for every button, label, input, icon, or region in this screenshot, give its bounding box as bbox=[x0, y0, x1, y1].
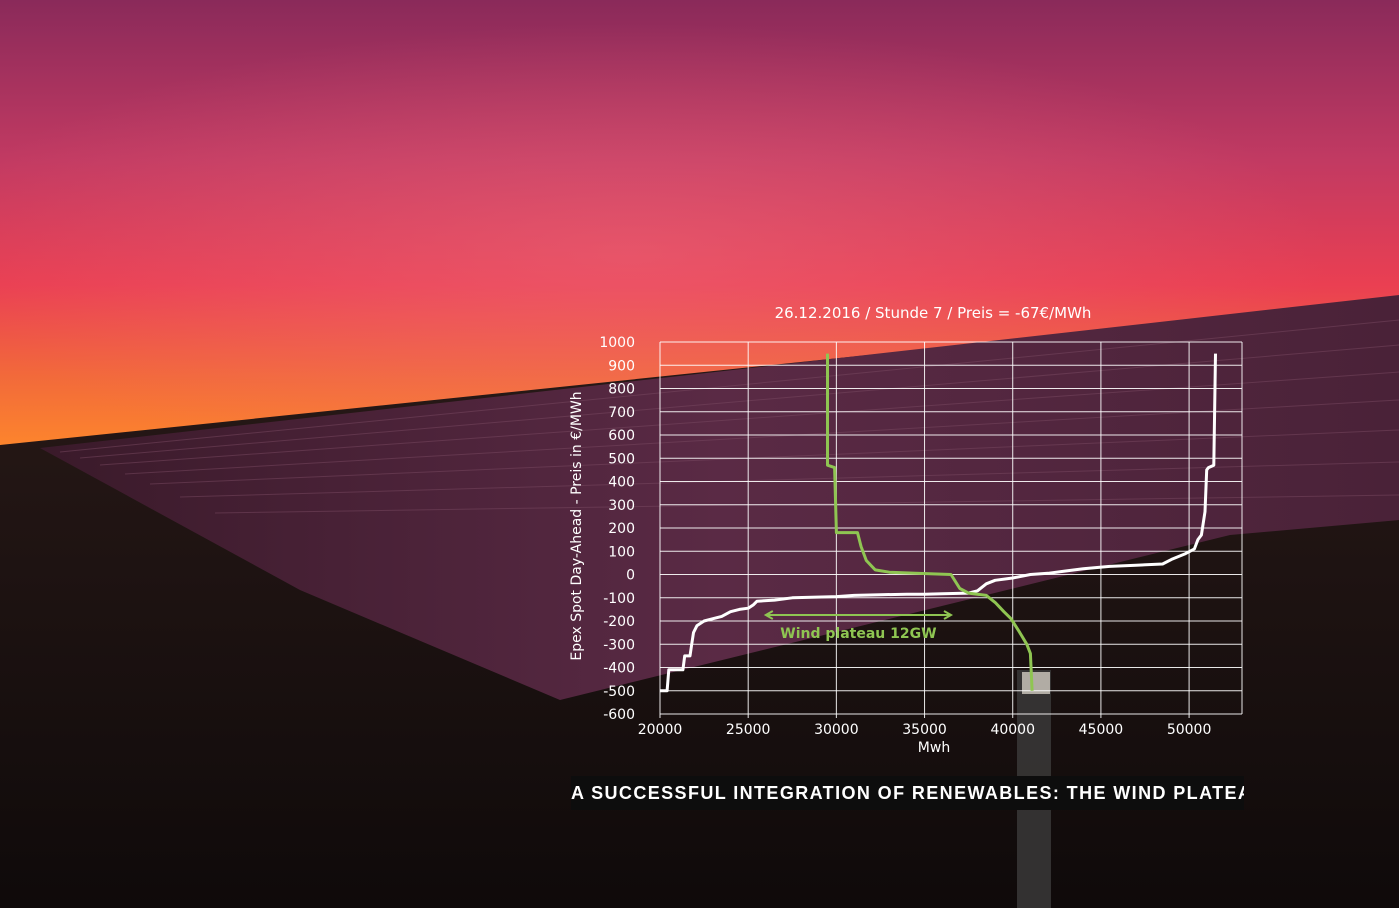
y-tick-label: 400 bbox=[608, 475, 635, 491]
x-tick-label: 50000 bbox=[1167, 722, 1212, 738]
y-tick-label: -200 bbox=[603, 614, 635, 630]
y-tick-label: 500 bbox=[608, 451, 635, 467]
x-tick-label: 20000 bbox=[638, 722, 683, 738]
series-layer bbox=[660, 353, 1217, 693]
supply-curve-line bbox=[660, 353, 1217, 693]
x-tick-label: 30000 bbox=[814, 722, 859, 738]
arrow-head-left bbox=[763, 610, 774, 620]
y-tick-label: 800 bbox=[608, 382, 635, 398]
y-tick-label: -100 bbox=[603, 591, 635, 607]
y-tick-label: -600 bbox=[603, 707, 635, 723]
y-tick-label: 300 bbox=[608, 498, 635, 514]
annotation-layer: Wind plateau 12GW bbox=[763, 610, 954, 642]
x-tick-label: 35000 bbox=[902, 722, 947, 738]
x-tick-label: 25000 bbox=[726, 722, 771, 738]
y-tick-label: -400 bbox=[603, 661, 635, 677]
arrow-head-right bbox=[943, 610, 954, 620]
y-tick-label: -300 bbox=[603, 637, 635, 653]
y-tick-label: 600 bbox=[608, 428, 635, 444]
y-tick-label: 200 bbox=[608, 521, 635, 537]
y-axis-label: Epex Spot Day-Ahead - Preis in €/MWh bbox=[569, 391, 585, 660]
y-axis-ticks: 10009008007006005004003002001000-100-200… bbox=[599, 335, 635, 723]
y-tick-label: 100 bbox=[608, 544, 635, 560]
caption-banner: A SUCCESSFUL INTEGRATION OF RENEWABLES: … bbox=[571, 776, 1244, 810]
chart-grid bbox=[659, 341, 1243, 718]
x-tick-label: 40000 bbox=[990, 722, 1035, 738]
y-tick-label: 0 bbox=[626, 568, 635, 584]
y-tick-label: 1000 bbox=[599, 335, 635, 351]
demand-curve-line bbox=[826, 353, 1034, 691]
x-axis-ticks: 20000 25000 30000 35000 40000 45000 50000 bbox=[638, 722, 1212, 738]
y-tick-label: 700 bbox=[608, 405, 635, 421]
y-tick-label: 900 bbox=[608, 358, 635, 374]
y-tick-label: -500 bbox=[603, 684, 635, 700]
chart-title: 26.12.2016 / Stunde 7 / Preis = -67€/MWh bbox=[775, 304, 1092, 322]
x-axis-label: Mwh bbox=[918, 740, 950, 756]
wind-plateau-label: Wind plateau 12GW bbox=[780, 626, 936, 642]
x-tick-label: 45000 bbox=[1079, 722, 1124, 738]
